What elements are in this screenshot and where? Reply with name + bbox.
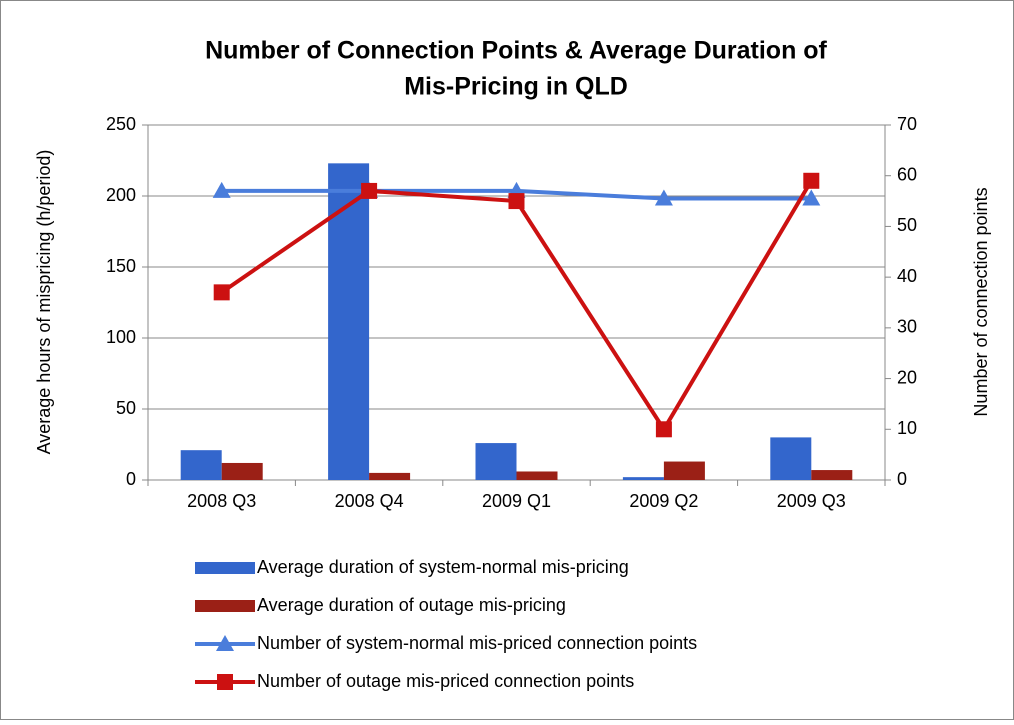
bar	[180, 450, 222, 480]
x-tick-label: 2008 Q3	[187, 491, 256, 511]
legend-swatch	[195, 600, 255, 612]
x-tick-label: 2009 Q3	[777, 491, 846, 511]
y-tick-label: 50	[116, 398, 136, 418]
y-tick-label: 150	[106, 256, 136, 276]
y2-tick-label: 70	[897, 114, 917, 134]
point	[361, 182, 378, 199]
y-tick-label: 100	[106, 327, 136, 347]
y-tick-label: 200	[106, 185, 136, 205]
y2-axis-title: Number of connection points	[971, 187, 991, 416]
y-tick-label: 0	[126, 469, 136, 489]
y2-tick-label: 10	[897, 418, 917, 438]
point	[654, 189, 673, 206]
chart-title: Mis-Pricing in QLD	[404, 73, 628, 101]
legend-marker	[217, 674, 233, 690]
point	[802, 189, 821, 206]
point	[655, 421, 672, 438]
legend-swatch	[195, 562, 255, 574]
y2-tick-label: 0	[897, 469, 907, 489]
legend-label: Average duration of system-normal mis-pr…	[257, 557, 629, 577]
bar	[663, 461, 705, 480]
point	[213, 284, 230, 301]
legend-label: Number of outage mis-priced connection p…	[257, 671, 634, 691]
y2-tick-label: 50	[897, 215, 917, 235]
x-tick-label: 2009 Q2	[629, 491, 698, 511]
bar	[328, 163, 370, 480]
y-axis-title: Average hours of mispricing (h/period)	[34, 150, 54, 455]
y2-tick-label: 40	[897, 266, 917, 286]
chart-title: Number of Connection Points & Average Du…	[205, 37, 827, 65]
bar	[221, 462, 263, 480]
bar	[516, 471, 558, 480]
bar	[475, 443, 517, 480]
legend-label: Number of system-normal mis-priced conne…	[257, 633, 697, 653]
bar	[811, 470, 853, 480]
x-tick-label: 2008 Q4	[335, 491, 404, 511]
bar	[622, 477, 664, 480]
point	[212, 181, 231, 198]
point	[508, 193, 525, 210]
bar	[770, 437, 812, 480]
bar	[369, 472, 411, 480]
y-tick-label: 250	[106, 114, 136, 134]
x-tick-label: 2009 Q1	[482, 491, 551, 511]
point	[803, 172, 820, 189]
y2-tick-label: 20	[897, 367, 917, 387]
y2-tick-label: 60	[897, 164, 917, 184]
legend-label: Average duration of outage mis-pricing	[257, 595, 566, 615]
y2-tick-label: 30	[897, 317, 917, 337]
legend-marker	[216, 635, 234, 651]
